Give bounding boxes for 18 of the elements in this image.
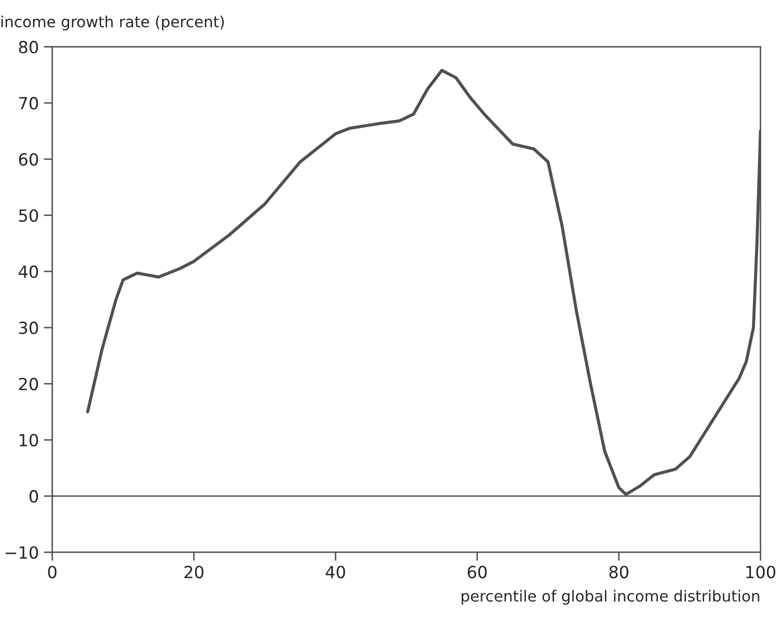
y-tick-label: 40 — [18, 265, 38, 278]
y-axis-title: income growth rate (percent) — [1, 16, 224, 30]
y-tick-label: 30 — [19, 322, 38, 334]
x-tick-label: 60 — [468, 566, 487, 578]
x-tick-label: 0 — [48, 566, 56, 578]
x-tick-label: 20 — [184, 566, 204, 578]
y-tick-label: 50 — [19, 209, 38, 222]
y-tick-label: 0 — [30, 490, 38, 503]
y-tick-label: 70 — [19, 96, 38, 110]
x-tick-label: 80 — [609, 566, 628, 578]
y-tick-label: 60 — [19, 153, 38, 166]
y-tick-label: −10 — [6, 546, 38, 559]
y-tick-label: 20 — [19, 378, 38, 390]
x-tick-label: 100 — [746, 566, 776, 578]
x-axis-title: percentile of global income distribution — [462, 590, 760, 605]
x-tick-label: 40 — [326, 566, 346, 578]
y-tick-label: 10 — [20, 434, 38, 446]
y-tick-label: 80 — [18, 40, 38, 54]
